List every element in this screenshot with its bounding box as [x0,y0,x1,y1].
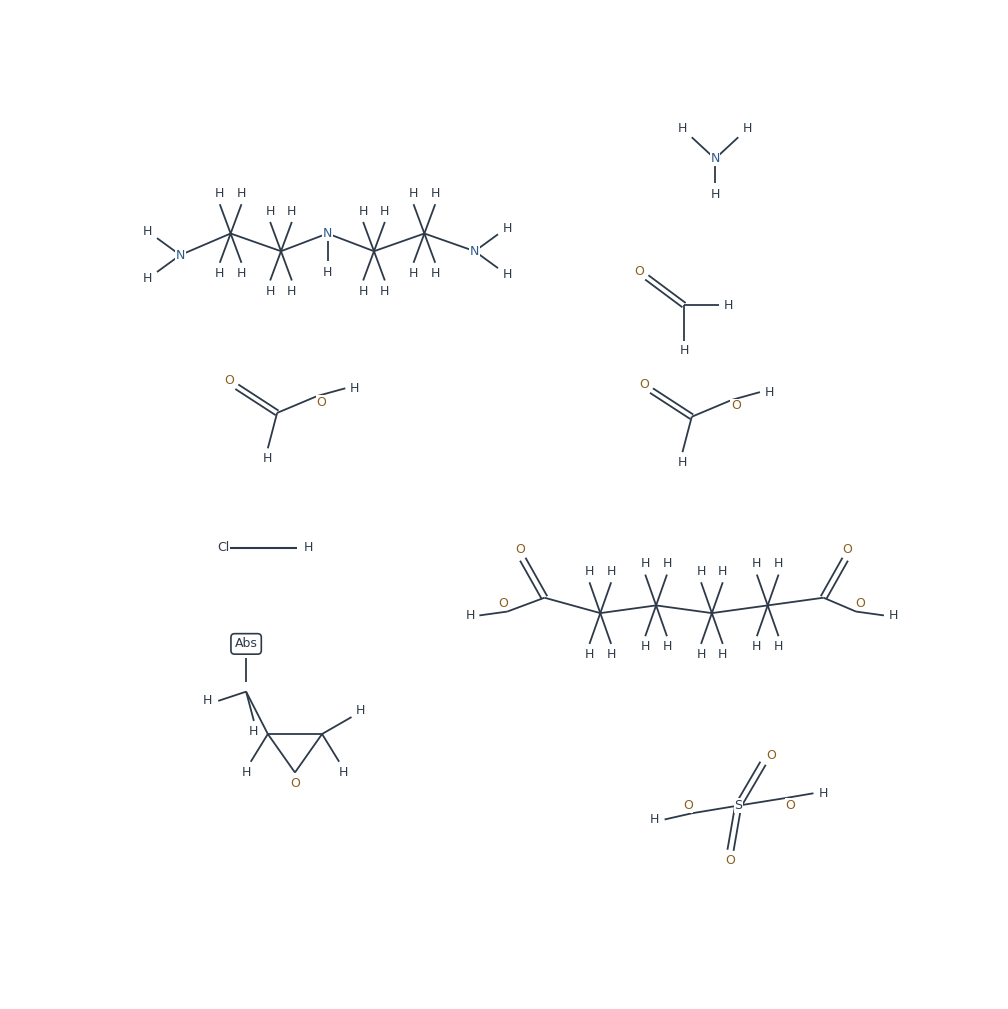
Text: H: H [356,704,366,717]
Text: H: H [350,381,359,395]
Text: H: H [650,813,659,826]
Text: O: O [634,264,644,277]
Text: H: H [818,787,829,800]
Text: Abs: Abs [235,638,258,651]
Text: S: S [734,799,742,812]
Text: H: H [265,205,275,218]
Text: O: O [766,749,776,762]
Text: H: H [889,608,898,622]
Text: H: H [287,285,296,298]
Text: H: H [607,565,616,578]
Text: H: H [724,299,733,312]
Text: H: H [697,648,706,661]
Text: H: H [585,648,594,661]
Text: H: H [640,557,650,570]
Text: H: H [215,267,225,281]
Text: H: H [249,725,259,739]
Text: H: H [323,265,333,278]
Text: H: H [585,565,594,578]
Text: H: H [380,285,389,298]
Text: H: H [679,344,688,357]
Text: O: O [843,543,853,556]
Text: H: H [466,608,475,622]
Text: H: H [287,205,296,218]
Text: H: H [774,641,783,654]
Text: H: H [237,267,246,281]
Text: H: H [380,205,389,218]
Text: H: H [143,271,152,285]
Text: H: H [215,187,225,200]
Text: H: H [503,267,512,281]
Text: N: N [711,152,720,165]
Text: O: O [639,378,648,390]
Text: O: O [515,543,525,556]
Text: O: O [855,596,865,609]
Text: H: H [430,267,439,281]
Text: H: H [718,648,728,661]
Text: O: O [683,799,692,812]
Text: H: H [339,766,349,779]
Text: H: H [242,766,251,779]
Text: H: H [718,565,728,578]
Text: H: H [430,187,439,200]
Text: H: H [359,205,368,218]
Text: H: H [265,285,275,298]
Text: H: H [237,187,246,200]
Text: H: H [711,188,720,201]
Text: O: O [224,374,234,387]
Text: H: H [752,557,761,570]
Text: H: H [662,641,671,654]
Text: H: H [774,557,783,570]
Text: H: H [203,694,212,707]
Text: O: O [726,854,736,867]
Text: H: H [607,648,616,661]
Text: H: H [143,225,152,238]
Text: O: O [499,596,508,609]
Text: O: O [317,396,327,409]
Text: H: H [752,641,761,654]
Text: O: O [785,799,795,812]
Text: H: H [359,285,368,298]
Text: H: H [743,121,752,134]
Text: N: N [175,248,184,261]
Text: H: H [409,267,418,281]
Text: H: H [662,557,671,570]
Text: O: O [290,777,300,790]
Text: H: H [409,187,418,200]
Text: H: H [764,385,774,399]
Text: H: H [640,641,650,654]
Text: N: N [470,245,480,257]
Text: H: H [677,456,687,469]
Text: H: H [263,452,272,465]
Text: H: H [303,541,312,554]
Text: H: H [697,565,706,578]
Text: H: H [503,222,512,235]
Text: H: H [677,121,687,134]
Text: Cl: Cl [217,541,229,554]
Text: N: N [323,227,333,240]
Text: O: O [731,400,741,413]
